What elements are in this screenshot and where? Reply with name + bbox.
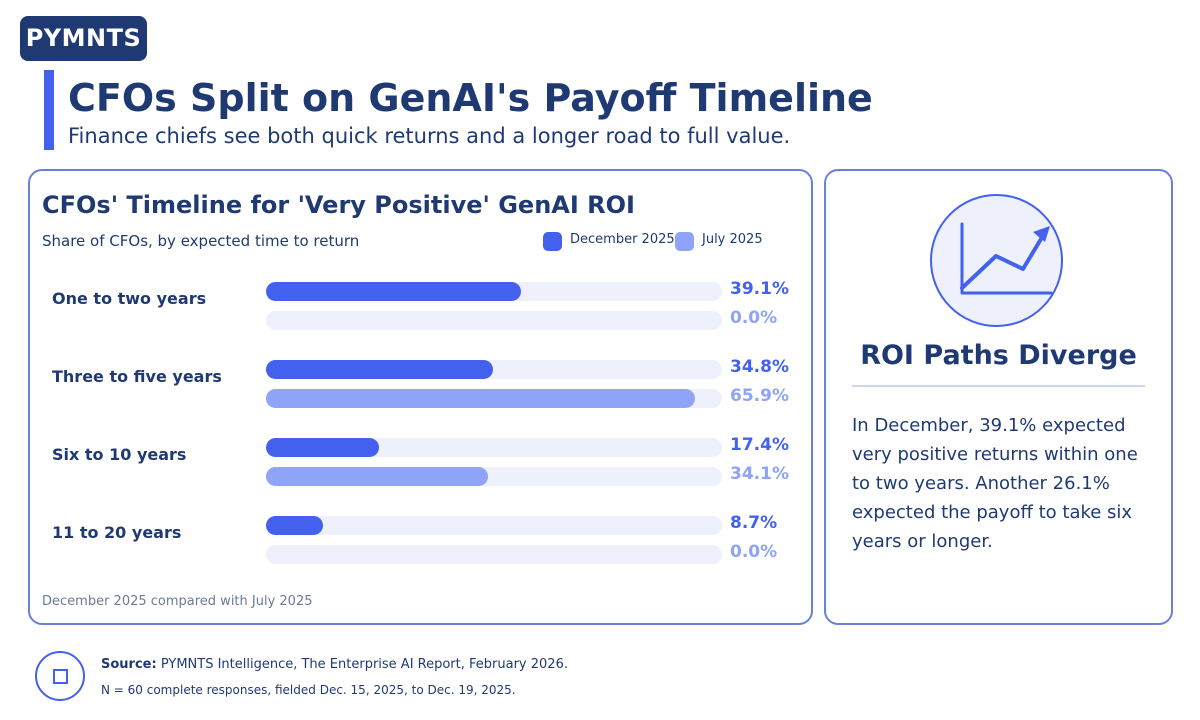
source-label: Source: [101,657,157,672]
bar-track [266,467,722,486]
category-label: 11 to 20 years [52,523,182,542]
source-line: Source: PYMNTS Intelligence, The Enterpr… [101,657,568,672]
page-subtitle: Finance chiefs see both quick returns an… [68,124,791,148]
bar-december [266,282,521,301]
data-label: 34.8% [730,357,789,377]
legend-label-december: December 2025 [570,232,675,247]
bar-track [266,360,722,379]
data-label: 0.0% [730,542,778,562]
bar-track [266,516,722,535]
legend-swatch-december [543,232,562,251]
trend-chart-icon [930,194,1063,327]
bar-july [266,389,696,408]
category-label: Six to 10 years [52,445,187,464]
bar-track [266,389,722,408]
bar-track [266,438,722,457]
data-label: 39.1% [730,279,789,299]
bar-december [266,360,493,379]
brand-logo: PYMNTS [20,16,147,61]
panel-title: ROI Paths Diverge [860,340,1137,371]
chart-note: December 2025 compared with July 2025 [42,594,313,609]
data-label: 0.0% [730,308,778,328]
insight-panel: ROI Paths Diverge In December, 39.1% exp… [824,169,1173,625]
bar-july [266,467,489,486]
bar-track [266,311,722,330]
data-label: 8.7% [730,513,778,533]
title-accent-bar [44,70,54,150]
category-label: One to two years [52,289,207,308]
panel-body: In December, 39.1% expected very positiv… [852,415,1138,552]
bar-track [266,282,722,301]
bar-track [266,545,722,564]
data-label: 17.4% [730,435,789,455]
bar-december [266,516,323,535]
chart-subtitle: Share of CFOs, by expected time to retur… [42,232,360,250]
chart-title: CFOs' Timeline for 'Very Positive' GenAI… [42,191,635,219]
source-text: PYMNTS Intelligence, The Enterprise AI R… [156,657,568,672]
bar-december [266,438,380,457]
square-icon [35,651,85,701]
data-label: 34.1% [730,464,789,484]
legend-swatch-july [675,232,694,251]
data-label: 65.9% [730,386,789,406]
panel-divider [852,385,1145,387]
category-label: Three to five years [52,367,222,386]
legend-label-july: July 2025 [702,232,763,247]
sample-size-note: N = 60 complete responses, fielded Dec. … [101,683,516,697]
page-title: CFOs Split on GenAI's Payoff Timeline [68,76,873,120]
chart-card: CFOs' Timeline for 'Very Positive' GenAI… [28,169,813,625]
